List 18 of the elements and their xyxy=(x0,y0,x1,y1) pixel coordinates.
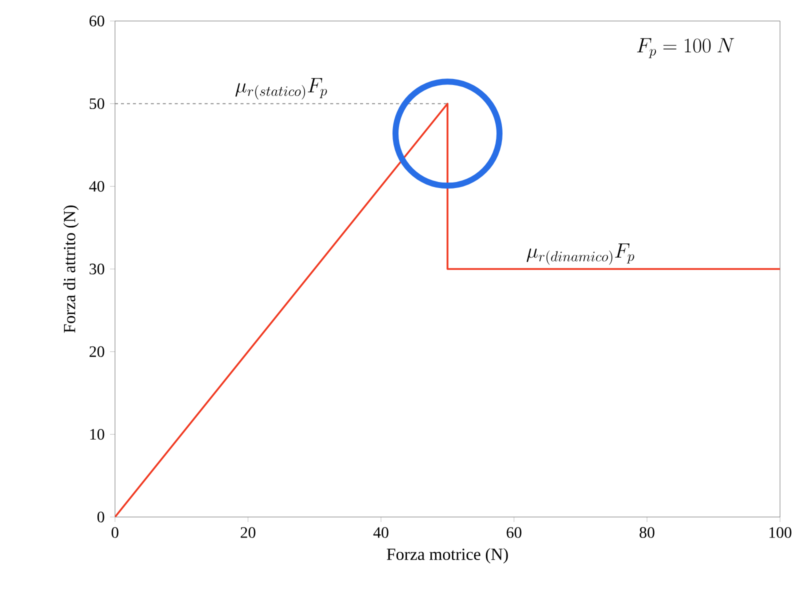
y-axis-title: Forza di attrito (N) xyxy=(63,206,79,333)
y-tick-label: 10 xyxy=(90,428,104,440)
y-tick-label: 50 xyxy=(90,98,104,110)
y-tick-label: 0 xyxy=(97,512,104,522)
x-tick-label: 60 xyxy=(506,527,522,538)
y-tick-label: 40 xyxy=(89,180,104,192)
y-tick-label: 20 xyxy=(90,346,104,358)
x-tick-label: 0 xyxy=(112,527,118,538)
y-tick-label: 60 xyxy=(90,16,104,26)
x-tick-label: 40 xyxy=(373,527,388,538)
x-tick-label: 100 xyxy=(769,527,792,538)
annotation: $F_{p} = 100\ N$ xyxy=(637,38,734,58)
annotation: $\mu_{r(dinamico)}F_{p}$ xyxy=(526,244,634,265)
x-tick-label: 80 xyxy=(640,527,654,538)
annotation: $\mu_{r(statico)}F_{p}$ xyxy=(235,78,327,100)
y-tick-label: 30 xyxy=(90,264,104,274)
x-axis-title: Forza motrice (N) xyxy=(386,548,508,564)
x-tick-label: 20 xyxy=(240,527,256,538)
